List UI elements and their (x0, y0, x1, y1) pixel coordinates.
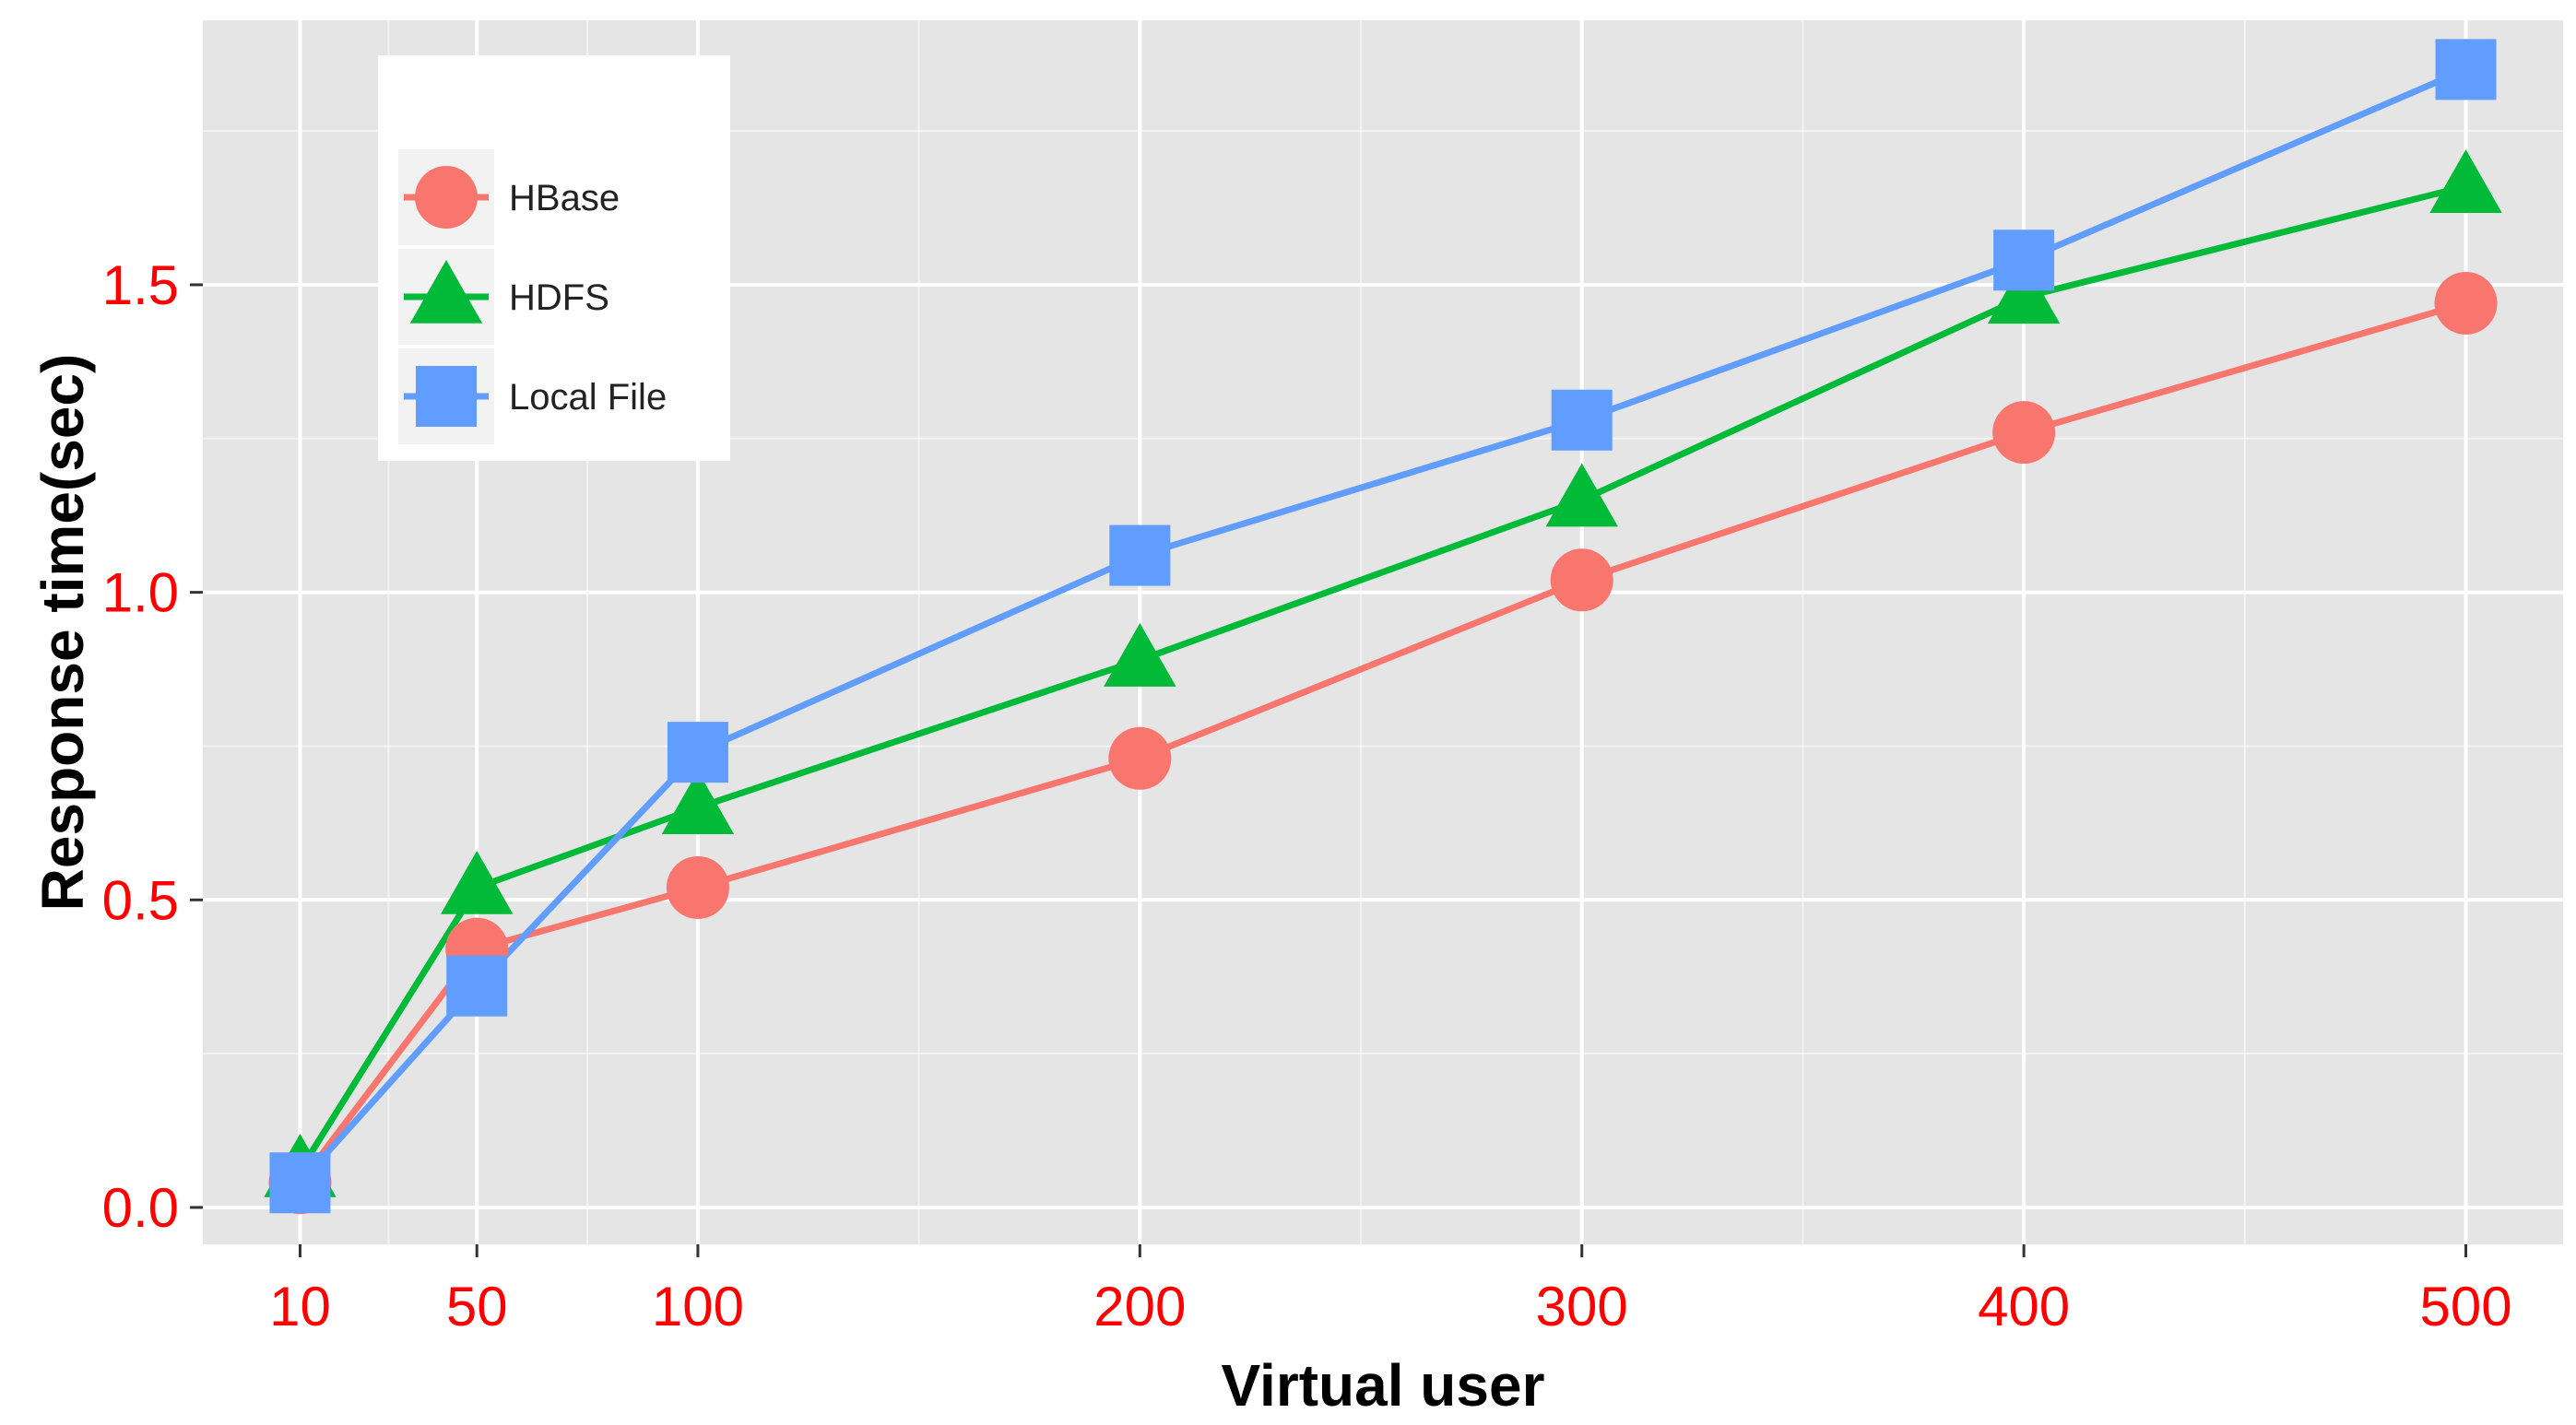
data-point (661, 771, 735, 834)
x-tick-label: 10 (269, 1276, 331, 1337)
data-point (1551, 389, 1613, 451)
x-tick-label: 100 (652, 1276, 744, 1337)
y-axis-title: Response time(sec) (30, 354, 96, 912)
x-tick-labels: 10 50 100 200 300 400 500 (269, 1276, 2511, 1337)
legend-key-marker (409, 260, 483, 324)
data-point (1993, 230, 2055, 291)
axis-ticks (190, 283, 2468, 1257)
x-axis-title: Virtual user (1222, 1352, 1545, 1419)
y-tick-label: 0.0 (102, 1177, 179, 1239)
data-point (1108, 726, 1172, 790)
data-point (1109, 524, 1171, 586)
legend-label: HBase (509, 178, 620, 218)
data-point (666, 855, 729, 919)
data-point (1104, 623, 1176, 687)
data-point (1992, 401, 2056, 465)
data-point (2435, 39, 2497, 100)
y-tick-label: 0.5 (102, 869, 179, 931)
legend-label: HDFS (509, 277, 609, 318)
legend-key-marker (415, 166, 478, 229)
x-tick-label: 400 (1978, 1276, 2070, 1337)
legend: HBase HDFS Local File (378, 55, 730, 461)
data-point (667, 722, 728, 783)
data-point (2429, 149, 2502, 213)
legend-label: Local File (509, 377, 667, 418)
series-points (264, 39, 2502, 1215)
y-tick-label: 1.0 (102, 562, 179, 624)
data-point (1545, 463, 1618, 527)
data-point (2434, 271, 2498, 335)
legend-key-marker (416, 366, 477, 427)
x-tick-label: 300 (1536, 1276, 1628, 1337)
x-tick-label: 200 (1093, 1276, 1186, 1337)
y-tick-label: 1.5 (102, 254, 179, 316)
data-point (1550, 548, 1613, 612)
data-point (446, 955, 508, 1017)
data-point (1987, 260, 2061, 324)
x-tick-label: 50 (446, 1276, 508, 1337)
y-tick-labels: 0.0 0.5 1.0 1.5 (102, 254, 179, 1239)
data-point (441, 850, 514, 914)
data-point (269, 1152, 331, 1214)
x-tick-label: 500 (2419, 1276, 2511, 1337)
